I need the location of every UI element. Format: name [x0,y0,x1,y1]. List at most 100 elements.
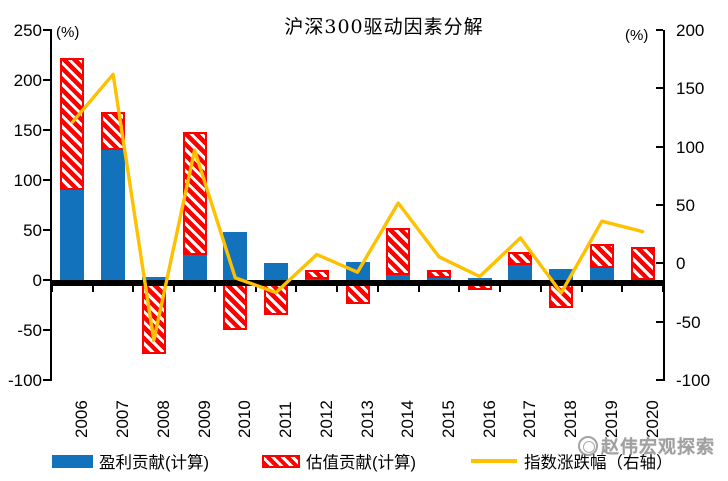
earnings-bar-segment [264,263,289,280]
legend-label-earnings: 盈利贡献(计算) [99,454,209,472]
x-axis-category-label: 2019 [601,400,621,438]
index-line-swatch-icon [471,459,517,463]
watermark-text: 赵伟宏观探索 [601,437,715,457]
right-axis-unit-label: (%) [625,27,649,44]
earnings-bar-segment [101,150,126,280]
x-axis-tick [173,286,176,292]
x-axis-tick [499,286,502,292]
x-axis-category-label: 2007 [113,400,133,438]
right-axis-tick [656,262,663,265]
x-axis-category-label: 2008 [153,400,173,438]
valuation-bar-segment [630,247,655,280]
x-axis-category-label: 2018 [561,400,581,438]
legend-item-earnings: 盈利贡献(计算) [52,449,209,473]
right-axis-tick [656,87,663,90]
valuation-bar-segment [589,244,614,268]
x-axis-tick [621,286,624,292]
x-axis-category-label: 2009 [194,400,214,438]
x-axis-category-label: 2020 [642,400,662,438]
x-axis-category-label: 2014 [398,400,418,438]
left-axis-tick-label: 150 [13,121,42,140]
earnings-bar-swatch-icon [52,454,93,468]
earnings-bar-segment [589,268,614,280]
left-axis-unit-label: (%) [56,24,80,41]
x-axis-tick [295,286,298,292]
left-axis-tick-label: 50 [23,221,42,240]
x-axis-tick [458,286,461,292]
valuation-bar-segment [141,280,166,354]
left-axis-tick-label: 100 [13,171,42,190]
valuation-bar-segment [304,270,329,279]
watermark-logo-icon [578,436,598,456]
earnings-bar-segment [345,262,370,280]
left-axis-tick [43,379,52,381]
x-axis-category-label: 2011 [276,401,296,438]
valuation-bar-segment [386,228,411,275]
x-axis-tick [580,286,583,292]
earnings-bar-segment [508,265,533,280]
valuation-bar-swatch-icon [262,454,300,468]
right-axis-tick [656,29,663,31]
valuation-bar-segment [508,252,533,265]
earnings-bar-segment [182,255,207,280]
x-axis-tick [417,286,420,292]
right-axis-tick [656,320,663,323]
x-axis-category-label: 2016 [479,400,499,438]
left-axis-line [50,30,52,381]
left-axis-tick-label: 250 [13,21,42,40]
x-axis-category-label: 2012 [316,400,336,438]
left-axis-tick [43,129,52,131]
right-axis-tick-label: -50 [676,312,701,332]
right-axis-tick-label: 200 [676,21,705,40]
left-axis-tick-label: -100 [7,371,42,390]
right-axis-tick-label: 150 [676,79,705,99]
earnings-bar-segment [60,190,85,280]
x-axis-line [52,280,665,286]
valuation-bar-segment [101,112,126,150]
left-axis-tick [43,279,52,281]
x-axis-tick [51,286,53,292]
watermark: 赵伟宏观探索 [578,433,715,459]
earnings-bar-segment [223,232,248,280]
right-axis-tick-label: 50 [676,196,695,215]
left-axis-tick [43,79,52,81]
x-axis-tick [336,286,339,292]
right-axis-tick-label: 0 [676,254,686,274]
legend-label-index-line: 指数涨跌幅（右轴） [524,454,673,472]
x-axis-tick [213,286,216,292]
right-axis-tick [656,204,663,206]
left-axis-tick [43,229,52,231]
left-axis-tick-label: 0 [32,271,42,290]
valuation-bar-segment [60,58,85,190]
valuation-bar-segment [426,270,451,278]
valuation-bar-segment [223,280,248,330]
right-axis-tick-label: -100 [676,371,711,390]
x-axis-tick [132,286,135,292]
legend-item-index-line: 指数涨跌幅（右轴） [471,449,673,473]
left-axis-tick-label: -50 [17,321,42,340]
right-axis-line [663,30,665,381]
x-axis-category-label: 2017 [520,400,540,438]
x-axis-category-label: 2006 [72,400,92,438]
x-axis-tick [91,286,94,292]
right-axis-tick [656,379,663,381]
x-axis-tick [376,286,379,292]
left-axis-tick [43,179,52,181]
chart-title: 沪深300驱动因素分解 [284,16,484,38]
x-axis-tick [539,286,542,292]
right-axis-tick [656,145,663,148]
x-axis-category-label: 2010 [235,400,255,438]
left-axis-tick [43,29,52,31]
x-axis-category-label: 2013 [357,400,377,438]
left-axis-tick-label: 200 [13,71,42,90]
x-axis-tick [662,286,664,292]
right-axis-tick-label: 100 [676,137,705,157]
x-axis-tick [254,286,257,292]
earnings-bar-segment [549,269,574,280]
x-axis-category-label: 2015 [438,400,458,438]
valuation-bar-segment [182,132,207,255]
left-axis-tick [43,329,52,331]
legend-item-valuation: 估值贡献(计算) [262,449,416,473]
legend-label-valuation: 估值贡献(计算) [306,454,416,472]
